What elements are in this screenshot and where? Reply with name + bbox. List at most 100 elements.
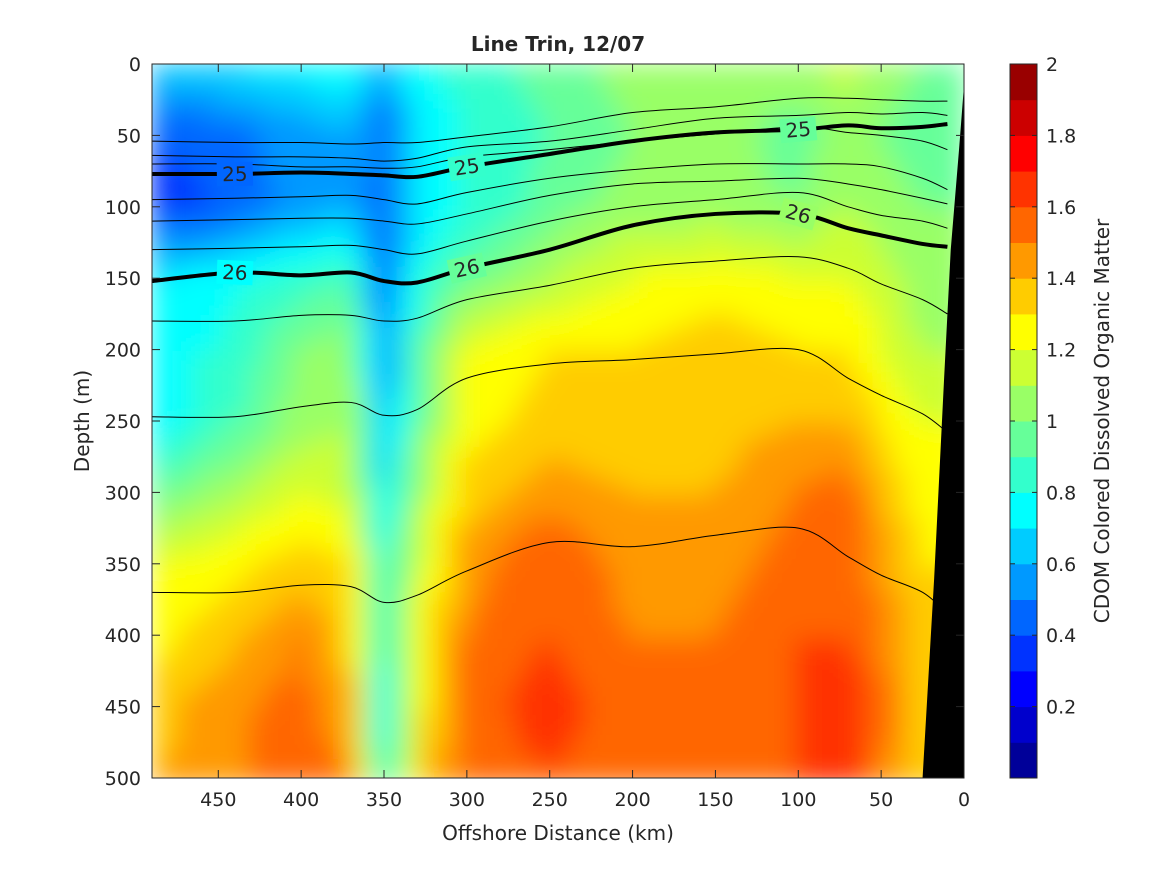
field-cell bbox=[851, 567, 867, 581]
field-cell bbox=[459, 339, 475, 353]
field-cell bbox=[445, 627, 461, 641]
field-cell bbox=[347, 291, 363, 305]
field-cell bbox=[697, 507, 713, 521]
field-cell bbox=[599, 339, 615, 353]
field-cell bbox=[319, 663, 335, 677]
field-cell bbox=[361, 639, 377, 653]
field-cell bbox=[347, 651, 363, 665]
field-cell bbox=[347, 627, 363, 641]
field-cell bbox=[809, 483, 825, 497]
field-cell bbox=[207, 459, 223, 473]
field-cell bbox=[361, 399, 377, 413]
field-cell bbox=[753, 375, 769, 389]
field-cell bbox=[277, 339, 293, 353]
field-cell bbox=[473, 639, 489, 653]
field-cell bbox=[865, 171, 881, 185]
field-cell bbox=[669, 75, 685, 89]
field-cell bbox=[585, 171, 601, 185]
field-cell bbox=[697, 99, 713, 113]
field-cell bbox=[347, 411, 363, 425]
field-cell bbox=[753, 579, 769, 593]
field-cell bbox=[865, 723, 881, 737]
field-cell bbox=[291, 111, 307, 125]
field-cell bbox=[291, 555, 307, 569]
field-cell bbox=[907, 327, 923, 341]
field-cell bbox=[851, 75, 867, 89]
field-cell bbox=[277, 723, 293, 737]
field-cell bbox=[403, 135, 419, 149]
field-cell bbox=[851, 771, 867, 778]
field-cell bbox=[683, 64, 699, 77]
field-cell bbox=[837, 747, 853, 761]
field-cell bbox=[613, 687, 629, 701]
field-cell bbox=[879, 135, 895, 149]
field-cell bbox=[473, 567, 489, 581]
field-cell bbox=[557, 495, 573, 509]
field-cell bbox=[193, 747, 209, 761]
field-cell bbox=[781, 603, 797, 617]
field-cell bbox=[152, 759, 167, 773]
field-cell bbox=[725, 435, 741, 449]
field-cell bbox=[501, 687, 517, 701]
field-cell bbox=[655, 675, 671, 689]
field-cell bbox=[249, 495, 265, 509]
field-cell bbox=[347, 603, 363, 617]
field-cell bbox=[529, 327, 545, 341]
field-cell bbox=[683, 435, 699, 449]
field-cell bbox=[459, 591, 475, 605]
field-cell bbox=[333, 531, 349, 545]
field-cell bbox=[375, 387, 391, 401]
field-cell bbox=[795, 735, 811, 749]
field-cell bbox=[599, 735, 615, 749]
field-cell bbox=[627, 64, 643, 77]
field-cell bbox=[249, 687, 265, 701]
field-cell bbox=[753, 531, 769, 545]
field-cell bbox=[249, 64, 265, 77]
field-cell bbox=[795, 435, 811, 449]
field-cell bbox=[487, 675, 503, 689]
field-cell bbox=[529, 543, 545, 557]
field-cell bbox=[277, 75, 293, 89]
field-cell bbox=[767, 195, 783, 209]
field-cell bbox=[487, 64, 503, 77]
field-cell bbox=[389, 75, 405, 89]
field-cell bbox=[235, 699, 251, 713]
field-cell bbox=[249, 615, 265, 629]
field-cell bbox=[627, 447, 643, 461]
field-cell bbox=[655, 339, 671, 353]
field-cell bbox=[669, 111, 685, 125]
field-cell bbox=[487, 483, 503, 497]
field-cell bbox=[823, 531, 839, 545]
field-cell bbox=[543, 627, 559, 641]
field-cell bbox=[152, 64, 167, 77]
field-cell bbox=[403, 627, 419, 641]
field-cell bbox=[445, 231, 461, 245]
field-cell bbox=[557, 387, 573, 401]
field-cell bbox=[851, 639, 867, 653]
contour-label-group: 25 bbox=[779, 116, 818, 144]
field-cell bbox=[921, 435, 937, 449]
field-cell bbox=[291, 423, 307, 437]
field-cell bbox=[753, 699, 769, 713]
field-cell bbox=[865, 315, 881, 329]
field-cell bbox=[739, 351, 755, 365]
field-cell bbox=[557, 219, 573, 233]
field-cell bbox=[823, 735, 839, 749]
field-cell bbox=[851, 447, 867, 461]
field-cell bbox=[361, 255, 377, 269]
field-cell bbox=[557, 159, 573, 173]
field-cell bbox=[459, 507, 475, 521]
field-cell bbox=[277, 771, 293, 778]
field-cell bbox=[557, 579, 573, 593]
field-cell bbox=[585, 99, 601, 113]
field-cell bbox=[389, 615, 405, 629]
field-cell bbox=[781, 651, 797, 665]
field-cell bbox=[417, 519, 433, 533]
field-cell bbox=[725, 447, 741, 461]
field-cell bbox=[529, 615, 545, 629]
field-cell bbox=[221, 351, 237, 365]
field-cell bbox=[655, 411, 671, 425]
field-cell bbox=[445, 135, 461, 149]
field-cell bbox=[837, 147, 853, 161]
field-cell bbox=[291, 759, 307, 773]
